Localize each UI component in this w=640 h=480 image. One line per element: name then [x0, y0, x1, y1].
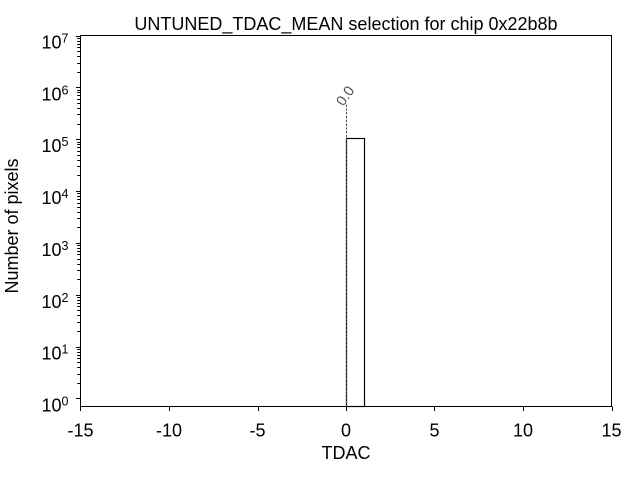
- svg-text:-5: -5: [249, 421, 265, 441]
- svg-text:-15: -15: [67, 421, 93, 441]
- svg-text:0: 0: [341, 421, 351, 441]
- svg-text:10: 10: [513, 421, 533, 441]
- svg-text:-10: -10: [156, 421, 182, 441]
- svg-text:5: 5: [429, 421, 439, 441]
- svg-text:TDAC: TDAC: [322, 443, 371, 463]
- svg-text:15: 15: [601, 421, 621, 441]
- svg-text:UNTUNED_TDAC_MEAN selection fo: UNTUNED_TDAC_MEAN selection for chip 0x2…: [134, 14, 557, 35]
- svg-text:Number of pixels: Number of pixels: [2, 158, 22, 293]
